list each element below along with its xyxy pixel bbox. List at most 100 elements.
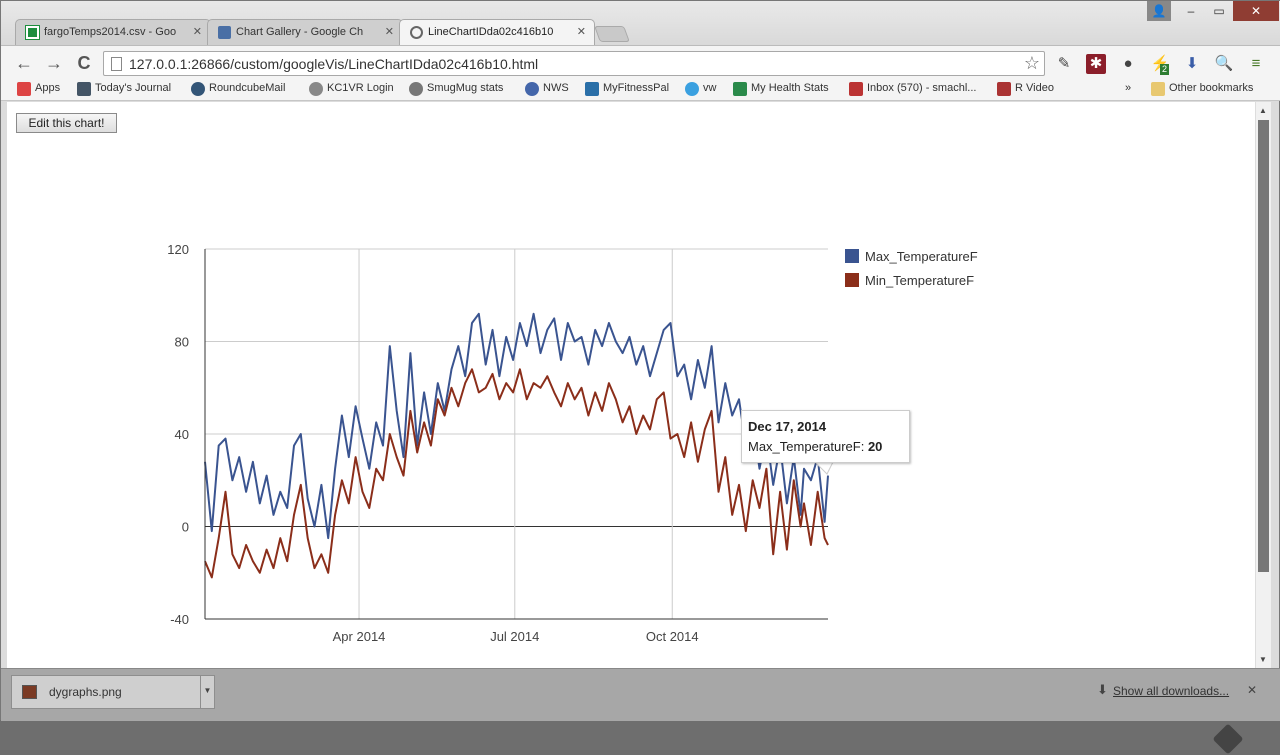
journal-icon xyxy=(77,82,91,96)
download-item[interactable]: dygraphs.png ▼ xyxy=(11,675,215,709)
y-tick-label: 120 xyxy=(167,242,189,257)
evernote-extension-icon[interactable]: ● xyxy=(1123,55,1133,72)
close-downloads-button[interactable]: ✕ xyxy=(1247,683,1258,697)
feedback-icon[interactable] xyxy=(1212,723,1244,755)
bookmark-smugmug[interactable]: SmugMug stats xyxy=(409,82,504,96)
scroll-up-arrow[interactable]: ▲ xyxy=(1259,106,1267,115)
title-bar: fargoTemps2014.csv - Goo ✕ Chart Gallery… xyxy=(1,1,1280,45)
bookmark-gmail-inbox[interactable]: Inbox (570) - smachl... xyxy=(849,82,976,96)
search-extension-icon[interactable]: 🔍 xyxy=(1214,55,1234,72)
close-window-button[interactable]: ✕ xyxy=(1233,1,1279,21)
chart-axes: -40 0 40 80 120 Apr 2014 Jul 2014 Oct 2014 xyxy=(167,242,828,644)
download-menu-button[interactable]: ▼ xyxy=(200,676,214,708)
downloads-shelf: dygraphs.png ▼ ⬇ Show all downloads... ✕ xyxy=(1,668,1280,721)
url-text[interactable]: 127.0.0.1:26866/custom/googleVis/LineCha… xyxy=(129,56,539,72)
bookmarks-bar: Apps Today's Journal RoundcubeMail KC1VR… xyxy=(1,79,1280,101)
page-content: Edit this chart! -40 0 40 80 120 Apr 2014 Jul … xyxy=(7,102,1255,755)
bookmark-label: NWS xyxy=(543,82,569,94)
scroll-thumb[interactable] xyxy=(1258,120,1269,572)
vertical-scrollbar[interactable]: ▲ ▼ xyxy=(1255,102,1271,668)
pen-extension-icon[interactable]: ✎ xyxy=(1057,55,1071,72)
legend-swatch xyxy=(845,249,859,263)
bookmark-label: KC1VR Login xyxy=(327,82,394,94)
show-all-downloads-link[interactable]: Show all downloads... xyxy=(1113,684,1230,698)
bookmark-label: Other bookmarks xyxy=(1169,82,1254,94)
chart-extension-icon[interactable]: ⚡2 xyxy=(1150,54,1170,75)
x-tick-label: Oct 2014 xyxy=(646,629,699,644)
series-line-Max_TemperatureF[interactable] xyxy=(204,312,829,540)
bookmark-label: vw xyxy=(703,82,717,94)
bookmark-label: R Video xyxy=(1015,82,1054,94)
bookmark-roundcube[interactable]: RoundcubeMail xyxy=(191,82,286,96)
image-file-icon xyxy=(22,685,37,699)
maximize-button[interactable]: ▭ xyxy=(1213,4,1225,18)
chart-grid xyxy=(205,248,828,620)
tab-chart-gallery[interactable]: Chart Gallery - Google Ch ✕ xyxy=(207,19,403,45)
tab-label: Chart Gallery - Google Ch xyxy=(236,26,364,38)
bookmark-vw[interactable]: vw xyxy=(685,82,717,96)
back-button[interactable]: ← xyxy=(15,53,33,73)
close-tab-icon[interactable]: ✕ xyxy=(576,26,586,38)
edit-chart-button[interactable]: Edit this chart! xyxy=(16,113,117,133)
tab-fargo-csv[interactable]: fargoTemps2014.csv - Goo ✕ xyxy=(15,19,211,45)
y-tick-label: 0 xyxy=(182,520,189,535)
new-tab-button[interactable] xyxy=(594,26,630,42)
tooltip-value: 20 xyxy=(867,439,883,454)
myfitnesspal-icon xyxy=(585,82,599,96)
bookmark-label: My Health Stats xyxy=(751,82,829,94)
bookmark-todays-journal[interactable]: Today's Journal xyxy=(77,82,172,96)
other-bookmarks-folder[interactable]: Other bookmarks xyxy=(1151,82,1254,96)
minimize-button[interactable]: – xyxy=(1187,4,1195,18)
x-tick-label: Apr 2014 xyxy=(333,629,386,644)
y-tick-label: 40 xyxy=(175,427,189,442)
chart-gallery-icon xyxy=(218,26,231,39)
bookmarks-overflow-button[interactable]: » xyxy=(1125,82,1132,94)
page-icon xyxy=(111,57,122,71)
twitter-icon xyxy=(685,82,699,96)
legend-label[interactable]: Min_TemperatureF xyxy=(865,273,974,288)
bookmark-my-health-stats[interactable]: My Health Stats xyxy=(733,82,829,96)
forward-button[interactable]: → xyxy=(45,53,63,73)
tab-linechart[interactable]: LineChartIDda02c416b10 ✕ xyxy=(399,19,595,45)
tab-label: fargoTemps2014.csv - Goo xyxy=(44,26,177,38)
folder-icon xyxy=(1151,82,1165,96)
tooltip-series: Max_TemperatureF: xyxy=(748,439,865,454)
bookmark-label: Today's Journal xyxy=(95,82,172,94)
bookmark-nws[interactable]: NWS xyxy=(525,82,569,96)
reload-button[interactable]: C xyxy=(77,53,91,73)
bookmark-apps[interactable]: Apps xyxy=(17,82,60,96)
download-extension-icon[interactable]: ⬇ xyxy=(1185,55,1199,72)
browser-toolbar: ← → C 127.0.0.1:26866/custom/googleVis/L… xyxy=(1,45,1280,79)
menu-icon[interactable]: ≡ xyxy=(1251,55,1261,72)
chart-tooltip: Dec 17, 2014 Max_TemperatureF: 20 xyxy=(741,410,910,463)
roundcube-icon xyxy=(191,82,205,96)
legend-swatch xyxy=(845,273,859,287)
scroll-down-arrow[interactable]: ▼ xyxy=(1259,655,1267,664)
bookmark-label: RoundcubeMail xyxy=(209,82,286,94)
y-tick-label: -40 xyxy=(170,612,189,627)
bookmark-r-video[interactable]: R Video xyxy=(997,82,1054,96)
y-tick-label: 80 xyxy=(175,335,189,350)
close-tab-icon[interactable]: ✕ xyxy=(384,26,394,38)
bookmark-myfitnesspal[interactable]: MyFitnessPal xyxy=(585,82,669,96)
tooltip-date: Dec 17, 2014 xyxy=(748,419,827,434)
nws-icon xyxy=(525,82,539,96)
sheets-icon xyxy=(733,82,747,96)
bookmark-kc1vr[interactable]: KC1VR Login xyxy=(309,82,394,96)
x-tick-label: Jul 2014 xyxy=(490,629,539,644)
legend-label[interactable]: Max_TemperatureF xyxy=(865,249,978,264)
bookmark-label: SmugMug stats xyxy=(427,82,504,94)
address-bar[interactable]: 127.0.0.1:26866/custom/googleVis/LineCha… xyxy=(103,51,1045,76)
profile-button[interactable]: 👤 xyxy=(1147,1,1171,21)
lastpass-extension-icon[interactable]: ✱ xyxy=(1086,54,1106,74)
chart-lines xyxy=(204,312,829,579)
series-line-Min_TemperatureF[interactable] xyxy=(204,368,829,579)
download-arrow-icon: ⬇ xyxy=(1097,682,1108,697)
gmail-icon xyxy=(849,82,863,96)
bookmark-star-icon[interactable]: ☆ xyxy=(1023,53,1040,73)
sheets-icon xyxy=(25,25,40,40)
close-tab-icon[interactable]: ✕ xyxy=(192,26,202,38)
tab-label: LineChartIDda02c416b10 xyxy=(428,26,554,38)
extension-badge: 2 xyxy=(1160,64,1170,75)
line-chart[interactable]: -40 0 40 80 120 Apr 2014 Jul 2014 Oct 2014 Max_… xyxy=(7,102,1255,668)
